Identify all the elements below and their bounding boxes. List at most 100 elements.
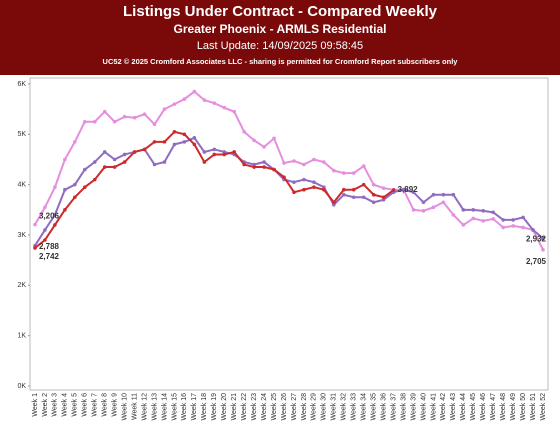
point <box>292 180 296 184</box>
point <box>242 130 246 134</box>
point <box>272 167 276 172</box>
y-tick-label: 3K <box>17 232 26 239</box>
point <box>162 160 167 164</box>
point <box>481 219 486 223</box>
chart-subtitle: Greater Phoenix - ARMLS Residential <box>174 22 387 36</box>
point <box>351 171 356 175</box>
data-label: 2,788 <box>39 242 60 251</box>
point <box>132 115 137 120</box>
x-tick-label: Week 8 <box>102 393 109 417</box>
point <box>172 102 177 106</box>
point <box>33 246 37 250</box>
point <box>63 208 67 212</box>
point <box>401 187 406 192</box>
x-tick-label: Week 13 <box>151 393 158 421</box>
point <box>102 109 107 114</box>
point <box>531 228 535 232</box>
x-tick-label: Week 9 <box>112 393 119 417</box>
point <box>212 101 217 105</box>
x-tick-label: Week 14 <box>161 393 168 421</box>
x-tick-label: Week 44 <box>460 393 467 421</box>
point <box>102 165 107 169</box>
chart-title: Listings Under Contract - Compared Weekl… <box>123 3 438 20</box>
point <box>82 185 87 189</box>
data-label: 2,932 <box>526 235 547 244</box>
point <box>282 175 286 179</box>
point <box>351 187 356 192</box>
point <box>53 213 57 217</box>
x-tick-label: Week 51 <box>530 393 537 421</box>
x-tick-label: Week 10 <box>121 393 128 421</box>
point <box>441 192 446 197</box>
y-tick-label: 0K <box>17 383 26 390</box>
point <box>292 190 296 195</box>
x-tick-label: Week 45 <box>470 393 477 421</box>
point <box>501 218 505 222</box>
point <box>341 171 346 175</box>
x-tick-label: Week 36 <box>380 393 387 421</box>
point <box>541 248 545 252</box>
x-tick-label: Week 21 <box>231 393 238 421</box>
header-banner <box>0 0 560 75</box>
x-tick-label: Week 18 <box>201 393 208 421</box>
point <box>491 217 496 221</box>
point <box>361 182 366 187</box>
point <box>242 162 246 167</box>
x-tick-label: Week 17 <box>191 393 198 421</box>
point <box>322 187 326 192</box>
point <box>361 195 366 200</box>
point <box>212 147 217 152</box>
x-tick-label: Week 40 <box>420 393 427 421</box>
point <box>182 97 187 101</box>
x-tick-label: Week 25 <box>271 393 278 421</box>
point <box>43 205 47 210</box>
update-text: Last Update: 14/09/2025 09:58:45 <box>197 40 363 52</box>
series-line <box>34 90 544 251</box>
point <box>262 165 266 169</box>
x-tick-label: Week 39 <box>410 393 417 421</box>
plot-frame <box>29 77 549 391</box>
point <box>82 119 87 124</box>
point <box>202 160 207 164</box>
point <box>451 213 456 217</box>
point <box>73 140 77 144</box>
x-tick-label: Week 48 <box>500 393 507 421</box>
point <box>43 238 47 242</box>
point <box>252 138 256 143</box>
point <box>481 209 486 213</box>
point <box>282 161 286 165</box>
point <box>371 182 376 187</box>
x-tick-label: Week 35 <box>371 393 378 421</box>
point <box>112 165 117 169</box>
point <box>102 150 107 154</box>
x-tick-label: Week 47 <box>490 393 497 421</box>
point <box>182 132 187 137</box>
point <box>302 162 306 167</box>
point <box>33 222 37 227</box>
x-tick-label: Week 49 <box>510 393 517 421</box>
point <box>431 205 436 210</box>
point <box>312 157 316 162</box>
point <box>92 177 97 182</box>
point <box>272 136 276 141</box>
data-label: 3,206 <box>39 212 60 221</box>
point <box>521 225 525 230</box>
point <box>381 195 386 200</box>
point <box>262 145 266 149</box>
point <box>162 107 167 111</box>
y-tick-label: 6K <box>17 81 26 88</box>
point <box>322 160 326 164</box>
x-tick-label: Week 12 <box>141 393 148 421</box>
point <box>73 195 77 200</box>
series-line <box>34 136 544 247</box>
point <box>142 112 147 116</box>
point <box>222 105 227 110</box>
point <box>461 223 466 227</box>
y-tick-label: 5K <box>17 131 26 138</box>
x-tick-label: Week 32 <box>341 393 348 421</box>
x-tick-label: Week 20 <box>221 393 228 421</box>
x-tick-label: Week 33 <box>351 393 358 421</box>
y-tick-label: 4K <box>17 182 26 189</box>
x-tick-label: Week 37 <box>390 393 397 421</box>
